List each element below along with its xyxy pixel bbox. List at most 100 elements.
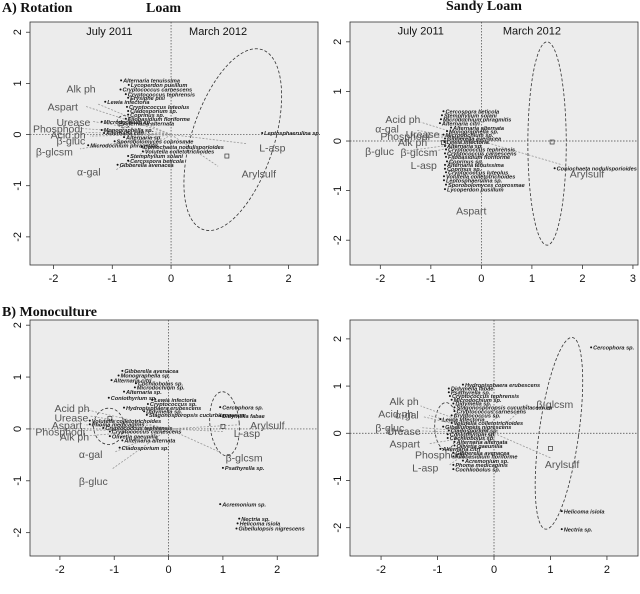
species-label: Cercospora beticola <box>445 109 499 115</box>
enzyme-label: Aspart <box>48 101 78 113</box>
species-label: Lycoperdon pusillum <box>447 187 504 193</box>
species-label: Cryptococcus luteolus <box>129 105 189 111</box>
species-label: Cochliobolus sp. <box>450 436 496 442</box>
species-label: Alternaria citri <box>105 131 144 137</box>
enzyme-label: L-asp <box>234 428 260 440</box>
species-label: Sporobolomyces coprosmae <box>448 183 525 189</box>
enzyme-vector <box>97 103 172 135</box>
species-point <box>127 155 130 158</box>
species-label: Alternaria alternata <box>455 440 507 446</box>
species-point <box>125 105 128 108</box>
species-point <box>443 144 446 147</box>
confidence-ellipse <box>434 402 458 451</box>
enzyme-vector <box>115 134 172 171</box>
species-point <box>108 430 111 433</box>
species-point <box>453 406 456 409</box>
enzyme-label: Alk ph <box>60 432 89 444</box>
species-point <box>151 398 154 401</box>
species-label: Lewia infectoria <box>154 398 196 404</box>
species-point <box>235 527 238 530</box>
x-tick-label: 2 <box>274 564 280 576</box>
species-label: Alternaria tenuissima <box>446 163 504 169</box>
enzyme-label: Urease <box>387 426 421 438</box>
species-point <box>447 429 450 432</box>
enzyme-vector <box>448 432 495 466</box>
enzyme-vector <box>114 428 169 453</box>
species-point <box>121 369 124 372</box>
enzyme-label: Phosphodi <box>33 123 83 135</box>
enzyme-vector <box>84 424 169 430</box>
x-tick-label: 2 <box>579 273 585 285</box>
species-point <box>450 398 453 401</box>
species-label: Microdochium sp. <box>445 133 493 139</box>
y-tick-label: 0 <box>12 131 24 137</box>
centroid-marker <box>118 120 124 126</box>
species-label: Volutella colletotrichoides <box>446 174 515 180</box>
species-label: Gibberella avenacea <box>455 451 509 457</box>
enzyme-label: β-glcsm <box>226 452 263 464</box>
enzyme-vector <box>170 134 219 167</box>
enzyme-vector <box>84 408 169 430</box>
species-label: Acremonium sp. <box>221 502 266 508</box>
enzyme-vector <box>428 432 495 445</box>
species-point <box>219 406 222 409</box>
enzyme-label: Urease <box>54 413 88 425</box>
enzyme-label: Alk ph <box>66 84 95 96</box>
x-tick-label: 0 <box>491 564 497 576</box>
enzyme-vector <box>89 428 169 437</box>
enzyme-vector <box>89 415 169 430</box>
species-label: Cochliobolus sp. <box>455 467 501 473</box>
y-tick-label: 2 <box>332 336 344 342</box>
species-point <box>443 137 446 140</box>
species-point <box>450 421 453 424</box>
y-tick-label: 0 <box>332 430 344 436</box>
species-label: Cladosporium sp. <box>130 109 178 115</box>
species-point <box>445 183 447 186</box>
enzyme-vector <box>415 129 482 142</box>
enzyme-vector <box>168 428 221 453</box>
enzyme-label: Arylsulf <box>242 168 277 180</box>
species-point <box>110 379 113 382</box>
species-label: Volutella colletotrichoides <box>454 421 523 427</box>
species-label: Cryptococcus carnescens <box>456 409 526 415</box>
enzyme-vector <box>81 428 169 431</box>
plot-area <box>349 21 639 266</box>
species-label: Stemphylium solani <box>130 154 183 160</box>
enzyme-vector <box>91 120 172 135</box>
species-label: Leptosphaerulina sp. <box>264 131 321 137</box>
enzyme-label: Aspart <box>52 420 82 432</box>
species-point <box>113 140 116 143</box>
species-label: Nectria sp. <box>241 517 270 523</box>
species-point <box>443 141 446 144</box>
y-tick-label: -1 <box>332 186 344 196</box>
enzyme-label: Aspart <box>456 205 486 217</box>
species-point <box>442 425 445 428</box>
enzyme-vector <box>448 432 495 453</box>
species-label: Alternaria alternata <box>452 126 504 132</box>
enzyme-label: α-gal <box>79 449 103 461</box>
enzyme-label: Phosphodi <box>380 131 430 143</box>
species-point <box>461 383 464 386</box>
species-point <box>453 440 456 443</box>
species-point <box>442 175 445 178</box>
species-point <box>445 155 447 158</box>
species-point <box>127 96 130 99</box>
x-tick-label: 0 <box>168 273 174 285</box>
group-label: July 2011 <box>398 25 444 37</box>
species-point <box>120 79 123 82</box>
enzyme-label: Arylsulf <box>545 459 580 471</box>
species-point <box>143 410 146 413</box>
species-label: Cryptococcus carnescens <box>112 430 182 436</box>
species-point <box>123 136 126 139</box>
species-label: Alternaria alternata <box>122 121 174 127</box>
species-label: Coniochaeta nodulisporioides <box>557 166 637 172</box>
species-label: Hydropisphaera erubescens <box>465 383 540 389</box>
rotation-sandy-loam-plot: -2 -1 0 1 2 3 2 1 0 -1 -2 July 2011 March 2012 Acid p… <box>332 21 639 285</box>
species-point <box>119 88 122 91</box>
species-point <box>116 163 119 166</box>
enzyme-label: β-glcsm <box>401 147 438 159</box>
species-label: Nectria sp. <box>564 527 593 533</box>
species-point <box>443 167 446 170</box>
species-point <box>453 444 456 447</box>
